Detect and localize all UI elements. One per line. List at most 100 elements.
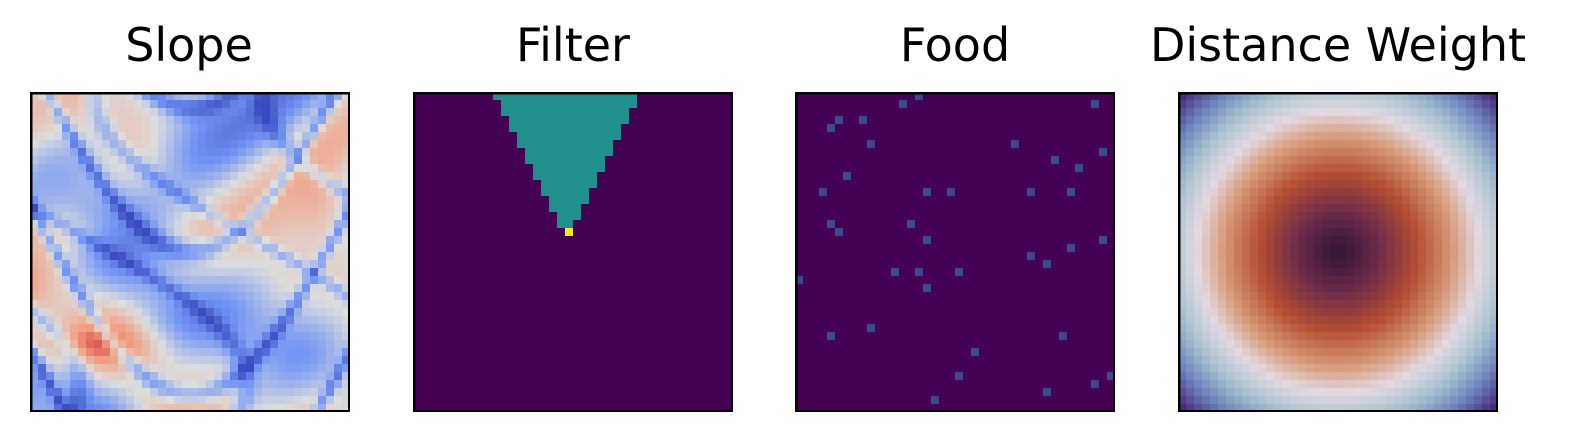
food-cell	[1003, 212, 1012, 221]
filter-cell	[421, 236, 430, 245]
food-cell	[1099, 148, 1108, 157]
food-cell	[867, 172, 876, 181]
food-cell	[1019, 276, 1028, 285]
slope-cell	[278, 284, 287, 293]
slope-cell	[158, 228, 167, 237]
food-cell	[995, 116, 1004, 125]
food-cell	[859, 100, 868, 109]
food-cell	[811, 212, 820, 221]
food-cell	[971, 396, 980, 405]
slope-cell	[94, 212, 103, 221]
slope-cell	[342, 372, 350, 381]
distance-weight-cell	[1362, 116, 1371, 125]
filter-cell	[509, 172, 518, 181]
distance-weight-cell	[1218, 100, 1227, 109]
slope-cell	[118, 276, 127, 285]
filter-cell	[485, 332, 494, 341]
filter-cell	[485, 140, 494, 149]
food-cell	[1083, 156, 1092, 165]
slope-cell	[134, 204, 143, 213]
filter-cell	[413, 356, 422, 365]
slope-cell	[110, 364, 119, 373]
slope-cell	[54, 364, 63, 373]
slope-cell	[246, 316, 255, 325]
slope-cell	[206, 396, 215, 405]
food-cell	[883, 372, 892, 381]
filter-cell	[581, 268, 590, 277]
food-cell	[1075, 332, 1084, 341]
filter-cell	[469, 108, 478, 117]
food-cell	[979, 260, 988, 269]
filter-cell	[725, 188, 733, 197]
slope-cell	[78, 124, 87, 133]
food-cell	[1107, 348, 1115, 357]
food-cell	[931, 300, 940, 309]
food-cell	[915, 268, 924, 277]
food-cell	[1003, 308, 1012, 317]
food-cell	[931, 308, 940, 317]
food-cell	[851, 276, 860, 285]
slope-cell	[334, 228, 343, 237]
food-cell	[803, 172, 812, 181]
slope-cell	[310, 108, 319, 117]
filter-cell	[477, 180, 486, 189]
filter-cell	[413, 332, 422, 341]
filter-cell	[629, 212, 638, 221]
filter-cell	[485, 124, 494, 133]
slope-cell	[78, 308, 87, 317]
filter-cell	[517, 164, 526, 173]
slope-cell	[150, 388, 159, 397]
food-cell	[1035, 332, 1044, 341]
slope-cell	[62, 196, 71, 205]
slope-cell	[198, 356, 207, 365]
slope-cell	[286, 364, 295, 373]
food-cell	[947, 228, 956, 237]
food-cell	[939, 124, 948, 133]
slope-cell	[342, 300, 350, 309]
food-cell	[1027, 332, 1036, 341]
slope-cell	[158, 308, 167, 317]
filter-cell	[597, 180, 606, 189]
slope-cell	[166, 228, 175, 237]
distance-weight-cell	[1194, 108, 1203, 117]
slope-cell	[102, 300, 111, 309]
slope-cell	[334, 196, 343, 205]
food-cell	[843, 332, 852, 341]
filter-cell	[493, 100, 502, 109]
distance-weight-cell	[1490, 108, 1498, 117]
slope-cell	[246, 252, 255, 261]
slope-cell	[94, 108, 103, 117]
food-cell	[1107, 228, 1115, 237]
filter-cell	[429, 292, 438, 301]
slope-cell	[206, 380, 215, 389]
distance-weight-cell	[1458, 108, 1467, 117]
slope-cell	[38, 236, 47, 245]
food-cell	[835, 244, 844, 253]
distance-weight-cell	[1346, 116, 1355, 125]
slope-cell	[102, 180, 111, 189]
slope-cell	[94, 372, 103, 381]
slope-cell	[110, 244, 119, 253]
slope-cell	[70, 260, 79, 269]
slope-cell	[182, 156, 191, 165]
filter-cell	[517, 132, 526, 141]
food-cell	[867, 292, 876, 301]
slope-cell	[182, 324, 191, 333]
slope-cell	[310, 100, 319, 109]
slope-cell	[102, 380, 111, 389]
filter-cell	[437, 204, 446, 213]
slope-cell	[118, 396, 127, 405]
filter-cell	[725, 292, 733, 301]
slope-cell	[118, 228, 127, 237]
slope-cell	[142, 252, 151, 261]
slope-cell	[190, 188, 199, 197]
filter-cell	[581, 196, 590, 205]
food-cell	[955, 116, 964, 125]
slope-cell	[70, 148, 79, 157]
slope-cell	[94, 388, 103, 397]
filter-cell	[509, 212, 518, 221]
food-cell	[827, 396, 836, 405]
food-cell	[835, 124, 844, 133]
slope-cell	[326, 268, 335, 277]
food-cell	[899, 348, 908, 357]
